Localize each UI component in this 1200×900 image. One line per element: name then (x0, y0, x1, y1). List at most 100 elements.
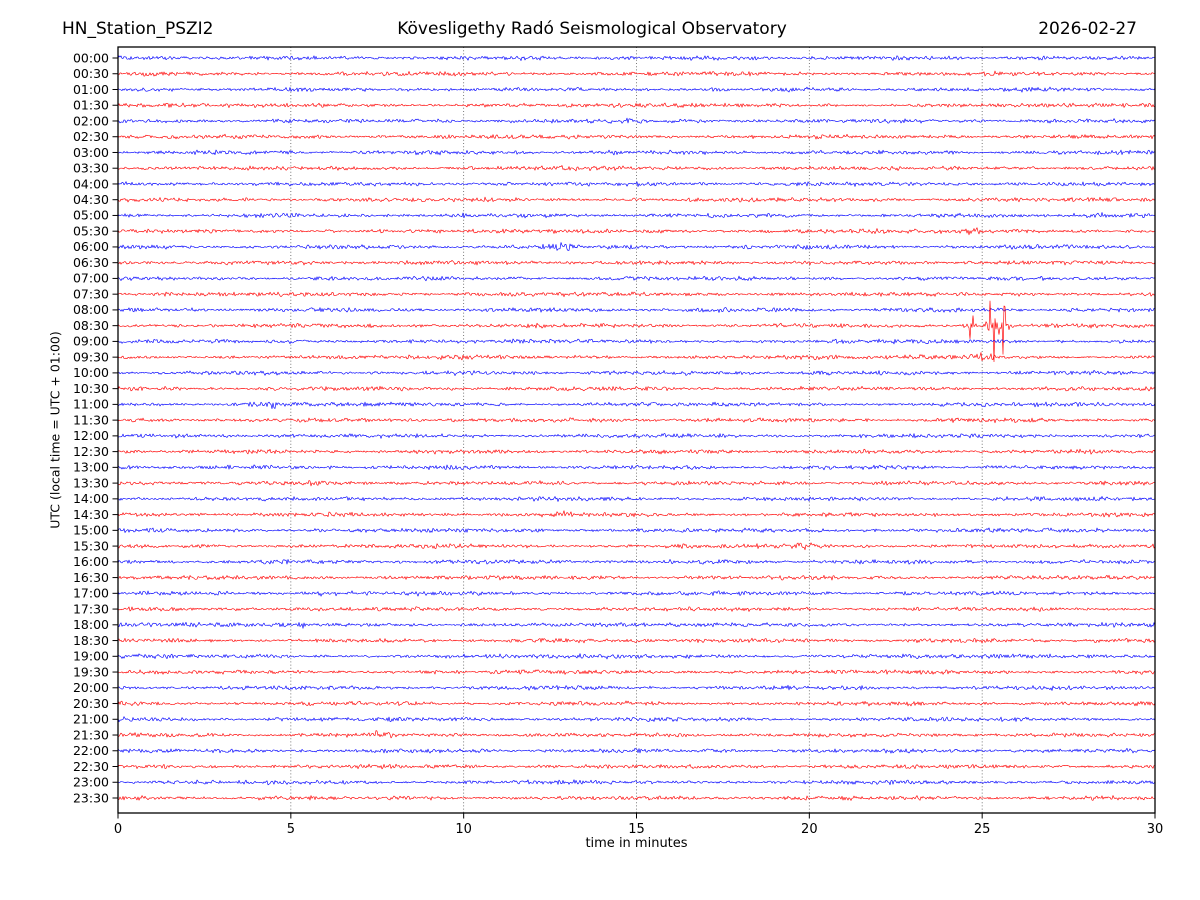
trace-row-12:00 (118, 433, 1155, 439)
trace-row-01:00 (118, 86, 1155, 93)
y-tick-label: 11:00 (73, 397, 109, 412)
y-tick-label: 12:30 (73, 444, 109, 459)
trace-row-15:00 (118, 527, 1155, 533)
trace-row-05:00 (118, 212, 1155, 219)
y-tick-label: 10:00 (73, 365, 109, 380)
trace-row-23:30 (118, 795, 1155, 801)
trace-row-16:00 (118, 559, 1155, 565)
trace-row-21:00 (118, 716, 1155, 723)
trace-row-02:00 (118, 117, 1155, 124)
trace-row-03:30 (118, 165, 1155, 172)
y-tick-label: 02:00 (73, 113, 109, 128)
y-tick-label: 11:30 (73, 412, 109, 427)
x-tick-label: 5 (287, 822, 295, 837)
station-title: HN_Station_PSZI2 (62, 19, 214, 39)
trace-row-18:00 (118, 621, 1155, 629)
y-tick-label: 05:00 (73, 208, 109, 223)
y-tick-label: 07:00 (73, 271, 109, 286)
trace-row-15:30 (118, 542, 1155, 551)
trace-row-11:30 (118, 417, 1155, 424)
y-tick-label: 18:30 (73, 633, 109, 648)
trace-row-07:30 (118, 291, 1155, 298)
y-tick-label: 08:00 (73, 302, 109, 317)
trace-row-12:30 (118, 448, 1155, 455)
trace-row-00:30 (118, 70, 1155, 77)
y-tick-label: 04:30 (73, 192, 109, 207)
trace-row-09:30 (118, 352, 1155, 362)
y-tick-label: 12:00 (73, 428, 109, 443)
x-tick-label: 10 (455, 822, 472, 837)
trace-row-18:30 (118, 637, 1155, 644)
y-tick-label: 09:00 (73, 334, 109, 349)
trace-row-06:30 (118, 259, 1155, 266)
trace-row-21:30 (118, 730, 1155, 739)
x-tick-label: 15 (628, 822, 645, 837)
y-tick-label: 14:00 (73, 491, 109, 506)
plot-frame (117, 46, 1156, 814)
y-tick-label: 07:30 (73, 286, 109, 301)
traces-group (118, 55, 1155, 801)
y-tick-label: 16:00 (73, 554, 109, 569)
y-tick-label: 17:00 (73, 586, 109, 601)
x-tick-label: 25 (974, 822, 991, 837)
y-tick-label: 17:30 (73, 601, 109, 616)
y-tick-label: 19:00 (73, 649, 109, 664)
trace-row-19:30 (118, 669, 1155, 675)
y-tick-label: 22:30 (73, 759, 109, 774)
y-tick-label: 19:30 (73, 664, 109, 679)
trace-row-08:30 (118, 300, 1155, 363)
y-tick-label: 23:30 (73, 790, 109, 805)
trace-row-20:30 (118, 700, 1155, 707)
trace-row-00:00 (118, 55, 1155, 61)
y-tick-label: 15:00 (73, 523, 109, 538)
y-tick-label: 01:00 (73, 82, 109, 97)
y-tick-label: 13:30 (73, 475, 109, 490)
trace-row-16:30 (118, 574, 1155, 581)
trace-row-13:00 (118, 464, 1155, 471)
trace-row-04:30 (118, 196, 1155, 203)
y-tick-label: 00:00 (73, 50, 109, 65)
y-tick-label: 20:00 (73, 680, 109, 695)
trace-row-17:00 (118, 590, 1155, 597)
trace-row-11:00 (118, 401, 1155, 410)
trace-row-06:00 (118, 242, 1155, 251)
x-tick-label: 20 (801, 822, 818, 837)
y-tick-label: 03:30 (73, 161, 109, 176)
x-tick-label: 0 (114, 822, 122, 837)
x-axis-label: time in minutes (585, 836, 688, 851)
trace-row-17:30 (118, 606, 1155, 612)
trace-row-05:30 (118, 227, 1155, 236)
trace-row-07:00 (118, 275, 1155, 282)
trace-row-23:00 (118, 779, 1155, 786)
trace-row-10:00 (118, 369, 1155, 376)
trace-row-04:00 (118, 181, 1155, 187)
trace-row-09:00 (118, 338, 1155, 345)
y-tick-label: 21:00 (73, 712, 109, 727)
trace-row-13:30 (118, 480, 1155, 487)
y-tick-label: 10:30 (73, 381, 109, 396)
y-tick-label: 00:30 (73, 66, 109, 81)
trace-row-03:00 (118, 149, 1155, 156)
y-tick-label: 16:30 (73, 570, 109, 585)
y-tick-label: 05:30 (73, 223, 109, 238)
observatory-title: Kövesligethy Radó Seismological Observat… (397, 19, 787, 39)
y-tick-label: 02:30 (73, 129, 109, 144)
y-tick-label: 21:30 (73, 727, 109, 742)
y-tick-label: 08:30 (73, 318, 109, 333)
y-tick-label: 23:00 (73, 775, 109, 790)
trace-row-14:00 (118, 496, 1155, 502)
y-tick-label: 22:00 (73, 743, 109, 758)
date-title: 2026-02-27 (1038, 19, 1137, 39)
y-tick-label: 09:30 (73, 349, 109, 364)
trace-row-19:00 (118, 653, 1155, 660)
y-tick-label: 14:30 (73, 507, 109, 522)
y-tick-label: 06:30 (73, 255, 109, 270)
y-tick-label: 01:30 (73, 98, 109, 113)
y-tick-label: 04:00 (73, 176, 109, 191)
y-tick-label: 03:00 (73, 145, 109, 160)
trace-row-22:30 (118, 763, 1155, 770)
trace-row-14:30 (118, 510, 1155, 518)
trace-row-08:00 (118, 307, 1155, 313)
y-tick-label: 15:30 (73, 538, 109, 553)
